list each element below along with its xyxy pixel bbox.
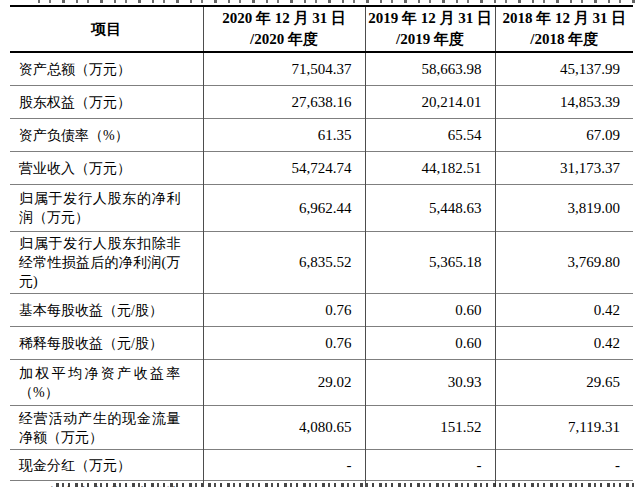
cell-value: 6,835.52	[203, 232, 365, 294]
row-label: 现金分红（万元）	[10, 450, 203, 481]
table-row-net-profit-excl-nonrecurring: 归属于发行人股东扣除非经常性损益后的净利润(万元) 6,835.52 5,365…	[10, 232, 633, 294]
cell-value: 14,853.39	[495, 86, 633, 119]
col-header-2019: 2019 年 12 月 31 日 /2019 年度	[365, 6, 495, 52]
cell-value: 4,080.65	[203, 406, 365, 450]
document-page: 项目 2020 年 12 月 31 日 /2020 年度 2019 年 12 月…	[0, 0, 640, 487]
cell-value: 27,638.16	[203, 86, 365, 119]
table-row-net-profit: 归属于发行人股东的净利润（万元） 6,962.44 5,448.63 3,819…	[10, 185, 633, 232]
cell-value: 54,724.74	[203, 152, 365, 185]
cell-value: 0.60	[365, 294, 495, 327]
cell-value: 61.35	[203, 119, 365, 152]
cell-value: 3.52	[203, 481, 365, 487]
cell-value: 0.42	[495, 294, 633, 327]
row-label: 加权平均净资产收益率（%）	[10, 360, 203, 406]
row-label: 归属于发行人股东的净利润（万元）	[10, 185, 203, 232]
row-label: 稀释每股收益（元/股）	[10, 327, 203, 360]
cell-value: 45,137.99	[495, 52, 633, 86]
financial-summary-table: 项目 2020 年 12 月 31 日 /2020 年度 2019 年 12 月…	[10, 5, 633, 487]
cell-value: 29.65	[495, 360, 633, 406]
table-row-rd-ratio: 研发投入占营业收入的比例（%） 3.52 4.12 4.18	[10, 481, 633, 487]
row-label: 营业收入（万元）	[10, 152, 203, 185]
cell-value: 5,448.63	[365, 185, 495, 232]
cell-value: 0.42	[495, 327, 633, 360]
col-header-2020: 2020 年 12 月 31 日 /2020 年度	[203, 6, 365, 52]
row-label: 归属于发行人股东扣除非经常性损益后的净利润(万元)	[10, 232, 203, 294]
cell-value: 7,119.31	[495, 406, 633, 450]
cell-value: 44,182.51	[365, 152, 495, 185]
cell-value: 4.12	[365, 481, 495, 487]
cell-value: 6,962.44	[203, 185, 365, 232]
cell-value: -	[495, 450, 633, 481]
row-label: 资产负债率（%）	[10, 119, 203, 152]
row-label: 研发投入占营业收入的比例（%）	[10, 481, 203, 487]
table-row-debt-ratio: 资产负债率（%） 61.35 65.54 67.09	[10, 119, 633, 152]
cell-value: 0.76	[203, 327, 365, 360]
cell-value: -	[365, 450, 495, 481]
table-row-operating-cash-flow: 经营活动产生的现金流量净额（万元） 4,080.65 151.52 7,119.…	[10, 406, 633, 450]
cell-value: 65.54	[365, 119, 495, 152]
cell-value: 29.02	[203, 360, 365, 406]
cropped-text-top	[38, 0, 636, 3]
header-row: 项目 2020 年 12 月 31 日 /2020 年度 2019 年 12 月…	[10, 6, 633, 52]
col-header-item: 项目	[10, 6, 203, 52]
cell-value: 31,173.37	[495, 152, 633, 185]
cell-value: 30.93	[365, 360, 495, 406]
table-body: 资产总额（万元） 71,504.37 58,663.98 45,137.99 股…	[10, 52, 633, 487]
table-row-total-assets: 资产总额（万元） 71,504.37 58,663.98 45,137.99	[10, 52, 633, 86]
table-row-weighted-avg-roe: 加权平均净资产收益率（%） 29.02 30.93 29.65	[10, 360, 633, 406]
table-header: 项目 2020 年 12 月 31 日 /2020 年度 2019 年 12 月…	[10, 6, 633, 52]
cell-value: 0.76	[203, 294, 365, 327]
col-header-2018: 2018 年 12 月 31 日 /2018 年度	[495, 6, 633, 52]
cell-value: 151.52	[365, 406, 495, 450]
row-label: 经营活动产生的现金流量净额（万元）	[10, 406, 203, 450]
cell-value: 20,214.01	[365, 86, 495, 119]
cell-value: 5,365.18	[365, 232, 495, 294]
cell-value: 0.60	[365, 327, 495, 360]
cell-value: 71,504.37	[203, 52, 365, 86]
cell-value: 67.09	[495, 119, 633, 152]
row-label: 基本每股收益（元/股）	[10, 294, 203, 327]
cell-value: -	[203, 450, 365, 481]
table-row-cash-dividend: 现金分红（万元） - - -	[10, 450, 633, 481]
table-row-diluted-eps: 稀释每股收益（元/股） 0.76 0.60 0.42	[10, 327, 633, 360]
table-row-shareholder-equity: 股东权益（万元） 27,638.16 20,214.01 14,853.39	[10, 86, 633, 119]
row-label: 股东权益（万元）	[10, 86, 203, 119]
table-row-revenue: 营业收入（万元） 54,724.74 44,182.51 31,173.37	[10, 152, 633, 185]
cell-value: 3,769.80	[495, 232, 633, 294]
cell-value: 3,819.00	[495, 185, 633, 232]
cell-value: 58,663.98	[365, 52, 495, 86]
row-label: 资产总额（万元）	[10, 52, 203, 86]
table-row-basic-eps: 基本每股收益（元/股） 0.76 0.60 0.42	[10, 294, 633, 327]
cell-value: 4.18	[495, 481, 633, 487]
